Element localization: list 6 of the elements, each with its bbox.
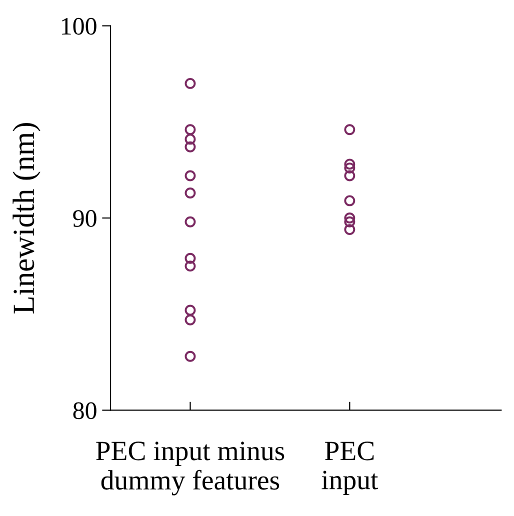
x-tick-label: PEC input minus dummy features xyxy=(96,442,284,496)
y-axis-title: Linewidth (nm) xyxy=(12,123,40,314)
x-tick-label: PEC input xyxy=(322,442,378,496)
y-tick-label: 90 xyxy=(73,210,96,227)
y-tick-label: 100 xyxy=(62,18,96,35)
y-tick-label: 80 xyxy=(73,402,96,420)
